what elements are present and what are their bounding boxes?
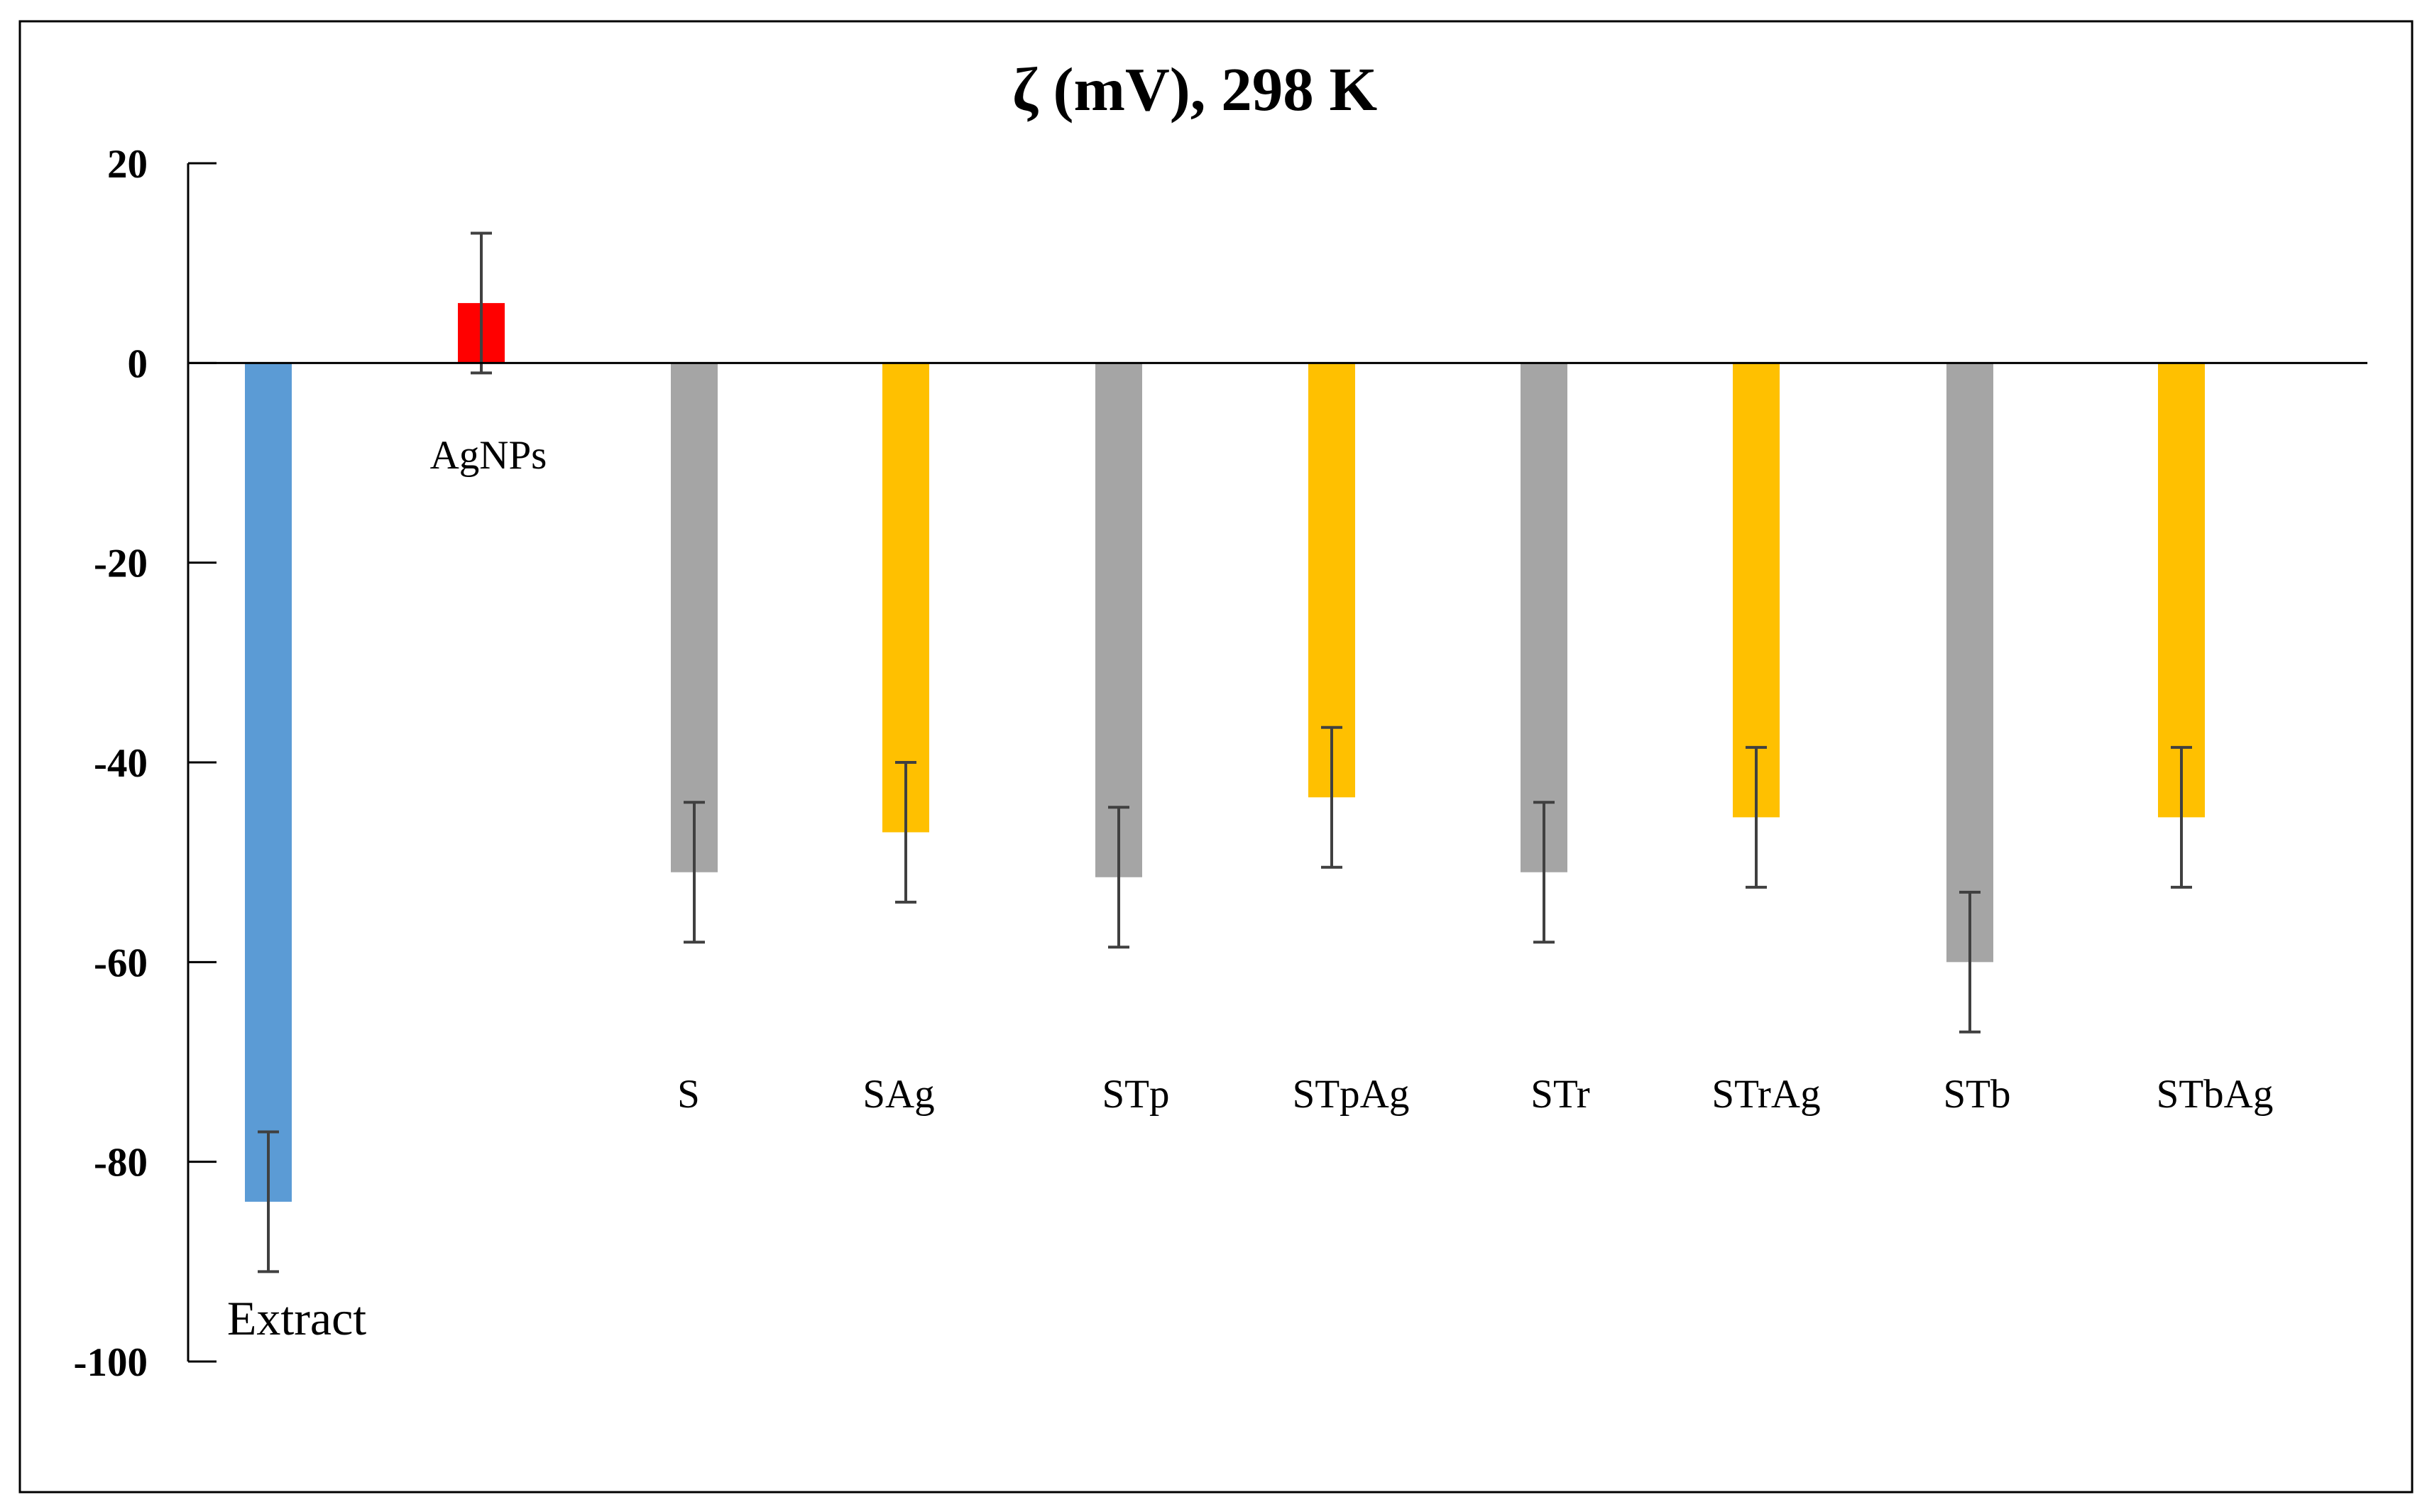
- bar-stbag: [2158, 363, 2205, 818]
- y-tick-label: -60: [94, 941, 148, 985]
- chart-title: ζ (mV), 298 K: [1012, 55, 1377, 124]
- bar-stb: [1946, 363, 1993, 963]
- y-tick-label: -80: [94, 1141, 148, 1185]
- y-tick-label: -40: [94, 741, 148, 786]
- y-tick-label: 20: [107, 142, 148, 187]
- category-label-stb: STb: [1943, 1072, 2010, 1117]
- bar-s: [671, 363, 718, 872]
- plot-area: 20 0 -20 -40 -60 -80 -100 Extract AgNPs S SAg STp ST…: [74, 142, 2367, 1385]
- category-label-stbag: STbAg: [2157, 1072, 2274, 1117]
- y-tick-label: 0: [128, 341, 148, 386]
- category-label-str: STr: [1530, 1072, 1590, 1117]
- category-label-extract: Extract: [227, 1291, 366, 1345]
- bar-stpag: [1308, 363, 1355, 798]
- y-tick-label: -100: [74, 1340, 148, 1385]
- category-label-strag: STrAg: [1711, 1072, 1820, 1117]
- bar-str: [1521, 363, 1567, 872]
- category-label-agnps: AgNPs: [430, 433, 547, 478]
- y-tick-label: -20: [94, 542, 148, 586]
- chart-border: [18, 20, 2414, 1494]
- category-label-sag: SAg: [862, 1072, 934, 1117]
- category-label-stp: STp: [1102, 1072, 1169, 1117]
- category-label-s: S: [677, 1072, 700, 1117]
- bar-stp: [1095, 363, 1142, 877]
- category-label-stpag: STpAg: [1293, 1072, 1410, 1117]
- bar-sag: [882, 363, 929, 833]
- bar-strag: [1733, 363, 1780, 818]
- bar-extract: [245, 363, 292, 1202]
